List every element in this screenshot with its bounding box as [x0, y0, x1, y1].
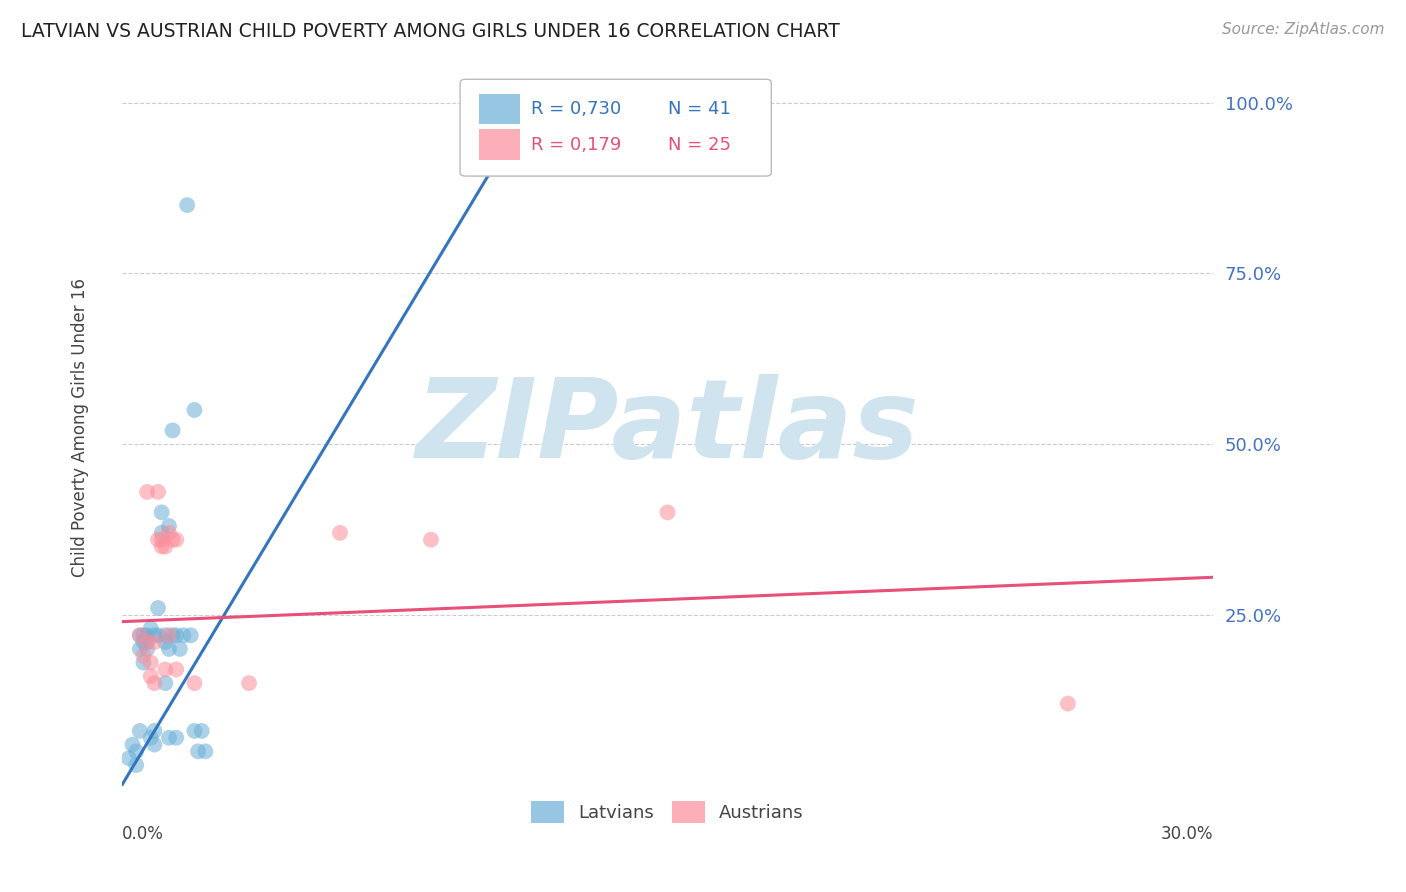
Point	[165, 628, 187, 642]
Text: LATVIAN VS AUSTRIAN CHILD POVERTY AMONG GIRLS UNDER 16 CORRELATION CHART: LATVIAN VS AUSTRIAN CHILD POVERTY AMONG …	[21, 22, 839, 41]
Point	[139, 622, 162, 636]
Point	[187, 744, 209, 758]
Point	[139, 731, 162, 745]
Point	[238, 676, 260, 690]
Point	[150, 540, 173, 554]
Point	[143, 628, 166, 642]
Point	[155, 635, 177, 649]
Point	[143, 635, 166, 649]
Point	[657, 505, 679, 519]
Point	[162, 424, 184, 438]
Point	[125, 758, 148, 772]
Point	[165, 533, 187, 547]
Point	[132, 648, 155, 663]
Point	[150, 525, 173, 540]
Point	[329, 525, 352, 540]
Text: R = 0,730: R = 0,730	[531, 100, 621, 118]
Point	[183, 723, 205, 738]
Point	[176, 198, 198, 212]
Point	[157, 628, 180, 642]
Point	[128, 642, 150, 657]
Point	[139, 656, 162, 670]
Point	[136, 642, 159, 657]
Bar	[478, 129, 520, 160]
Point	[121, 738, 143, 752]
Point	[150, 505, 173, 519]
Point	[150, 533, 173, 547]
Point	[125, 744, 148, 758]
Point	[128, 723, 150, 738]
Point	[139, 669, 162, 683]
Text: 0.0%: 0.0%	[122, 825, 163, 843]
Point	[169, 642, 191, 657]
Point	[143, 723, 166, 738]
Point	[143, 676, 166, 690]
Point	[173, 628, 195, 642]
Text: 30.0%: 30.0%	[1161, 825, 1213, 843]
Point	[132, 628, 155, 642]
Point	[1057, 697, 1080, 711]
Point	[155, 628, 177, 642]
Point	[183, 403, 205, 417]
Legend: Latvians, Austrians: Latvians, Austrians	[524, 794, 811, 830]
Point	[146, 628, 169, 642]
Point	[157, 525, 180, 540]
Point	[128, 628, 150, 642]
Point	[180, 628, 202, 642]
Point	[183, 676, 205, 690]
Point	[128, 628, 150, 642]
Text: N = 25: N = 25	[668, 136, 731, 153]
Point	[155, 540, 177, 554]
Bar	[478, 94, 520, 124]
Point	[118, 751, 141, 765]
Point	[420, 533, 443, 547]
Point	[162, 628, 184, 642]
Point	[165, 663, 187, 677]
Point	[132, 656, 155, 670]
FancyBboxPatch shape	[460, 79, 772, 176]
Point	[143, 738, 166, 752]
Point	[165, 731, 187, 745]
Point	[157, 731, 180, 745]
Text: Source: ZipAtlas.com: Source: ZipAtlas.com	[1222, 22, 1385, 37]
Point	[157, 642, 180, 657]
Point	[146, 484, 169, 499]
Point	[162, 533, 184, 547]
Point	[157, 519, 180, 533]
Point	[146, 601, 169, 615]
Point	[194, 744, 217, 758]
Point	[155, 676, 177, 690]
Point	[146, 533, 169, 547]
Point	[136, 635, 159, 649]
Point	[136, 635, 159, 649]
Point	[136, 628, 159, 642]
Point	[132, 635, 155, 649]
Text: ZIPatlas: ZIPatlas	[416, 374, 920, 481]
Point	[136, 484, 159, 499]
Text: N = 41: N = 41	[668, 100, 731, 118]
Point	[155, 663, 177, 677]
Text: Child Poverty Among Girls Under 16: Child Poverty Among Girls Under 16	[72, 277, 89, 576]
Text: R = 0,179: R = 0,179	[531, 136, 621, 153]
Point	[190, 723, 212, 738]
